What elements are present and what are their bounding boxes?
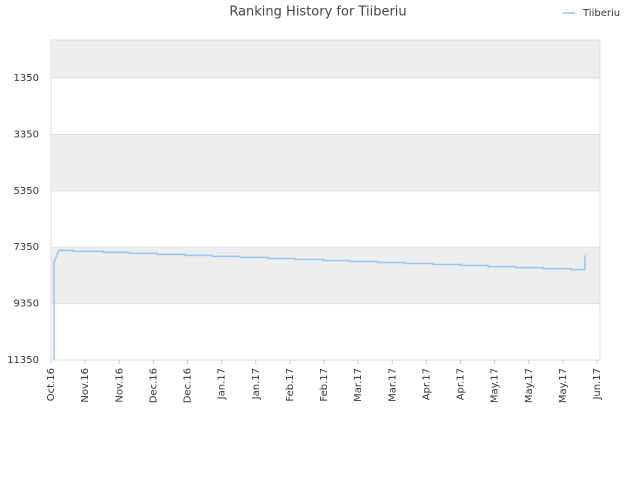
x-tick-label: May.17 [490,368,501,403]
x-tick-label: Jan.17 [251,368,262,400]
x-tick-label: May.17 [558,368,569,403]
y-tick-label: 5350 [14,186,39,197]
x-tick-label: Jan.17 [217,368,228,400]
x-tick-label: Nov.16 [114,368,125,403]
x-tick-label: Apr.17 [421,368,432,400]
plot-band [51,190,600,248]
plot-band [51,134,600,191]
x-tick-label: Feb.17 [285,368,296,402]
y-tick-label: 9350 [14,299,39,310]
x-tick-label: Mar.17 [353,368,364,402]
x-tick-label: Dec.16 [183,368,194,403]
chart-title: Ranking History for Tiiberiu [229,5,406,20]
y-tick-label: 7350 [14,242,39,253]
plot-band [51,247,600,304]
plot-band [51,303,600,360]
y-tick-label: 3350 [14,129,39,140]
y-tick-label: 1350 [14,73,39,84]
plot-band [51,40,600,79]
y-tick-label: 11350 [7,355,39,366]
data-line [53,249,586,360]
x-tick-label: Apr.17 [456,368,467,400]
x-tick-label: Jun.17 [592,368,603,401]
x-tick-label: Mar.17 [387,368,398,402]
x-tick-label: May.17 [524,368,535,403]
x-tick-label: Dec.16 [148,368,159,403]
x-tick-label: Feb.17 [319,368,330,402]
legend-label: Tiiberiu [582,8,620,19]
x-tick-label: Oct.16 [46,368,57,401]
x-tick-label: Nov.16 [80,368,91,403]
plot-band [51,78,600,135]
